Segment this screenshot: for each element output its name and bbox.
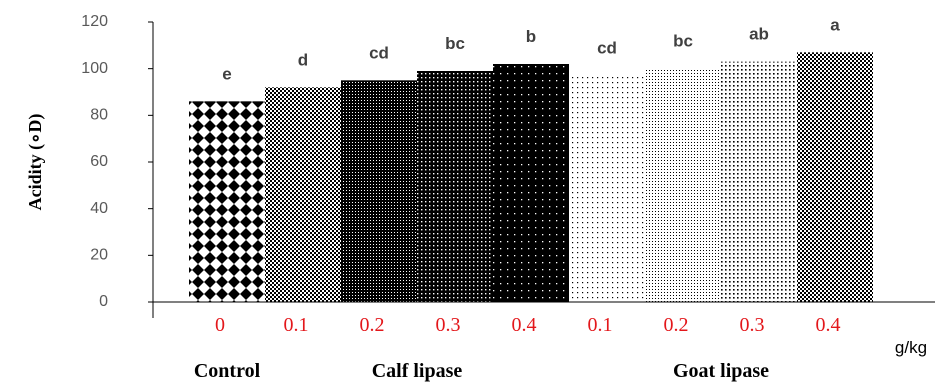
bar: [493, 64, 569, 302]
bars: [189, 52, 873, 303]
x-category-label: 0.4: [512, 314, 537, 336]
y-axis-label: Acidity (∘D): [25, 114, 46, 211]
x-category-label: 0.2: [360, 314, 385, 336]
significance-letter: bc: [673, 32, 693, 51]
significance-letter: cd: [369, 43, 389, 62]
significance-letter: ab: [749, 25, 769, 44]
significance-letters: e d cd bc b cd bc ab a: [222, 15, 840, 83]
y-tick-label: 0: [99, 293, 108, 310]
significance-letter: a: [830, 15, 840, 34]
bar: [417, 71, 493, 302]
x-category-label: 0.2: [664, 314, 689, 336]
x-category-labels: 0 0.1 0.2 0.3 0.4 0.1 0.2 0.3 0.4: [215, 314, 841, 336]
bar: [797, 52, 873, 303]
x-category-label: 0.3: [740, 314, 765, 336]
x-unit-label: g/kg: [895, 338, 927, 357]
significance-letter: d: [298, 50, 308, 69]
x-category-label: 0: [215, 314, 225, 336]
group-label: Goat lipase: [673, 360, 769, 382]
bar: [569, 75, 645, 303]
x-category-label: 0.4: [816, 314, 841, 336]
y-tick-label: 100: [81, 60, 108, 77]
bar: [721, 61, 797, 302]
x-category-label: 0.1: [588, 314, 613, 336]
bar: [645, 68, 721, 303]
significance-letter: b: [526, 27, 536, 46]
bar: [341, 80, 417, 302]
bar: [265, 87, 341, 302]
y-tick-label: 60: [90, 153, 108, 170]
bar: [189, 101, 265, 302]
significance-letter: cd: [597, 39, 617, 58]
significance-letter: e: [222, 64, 231, 83]
group-label: Control: [194, 360, 261, 382]
x-category-label: 0.1: [284, 314, 309, 336]
group-labels: Control Calf lipase Goat lipase: [194, 360, 769, 382]
y-tick-label: 40: [90, 200, 108, 217]
group-label: Calf lipase: [372, 360, 463, 382]
y-axis-ticks: 0 20 40 60 80 100 120: [81, 13, 153, 310]
y-tick-label: 80: [90, 107, 108, 124]
y-tick-label: 120: [81, 13, 108, 30]
y-tick-label: 20: [90, 247, 108, 264]
significance-letter: bc: [445, 34, 465, 53]
x-category-label: 0.3: [436, 314, 461, 336]
